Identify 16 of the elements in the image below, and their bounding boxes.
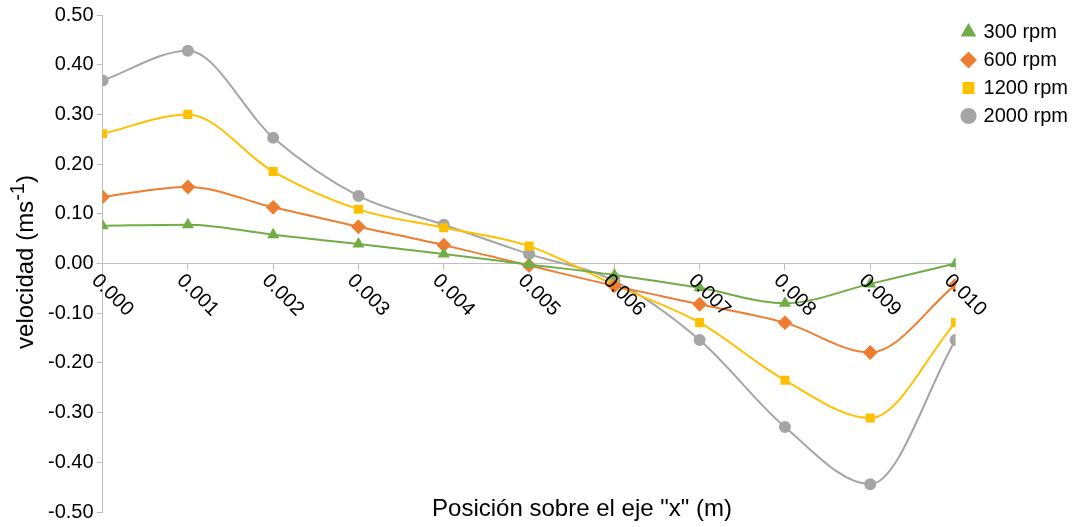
y-tick-label: -0.40 [47, 449, 94, 472]
x-axis-title: Posición sobre el eje "x" (m) [432, 494, 732, 522]
y-tick-label: 0.20 [54, 151, 94, 174]
y-tick-label: -0.50 [47, 499, 94, 522]
y-tick-label: -0.30 [47, 400, 94, 423]
y-tick-label: 0.10 [54, 201, 94, 224]
legend-label: 1200 rpm [983, 75, 1069, 98]
y-tick-label: 0.50 [54, 2, 94, 25]
y-tick-label: -0.10 [47, 300, 94, 323]
legend-label: 2000 rpm [983, 103, 1069, 126]
y-tick-label: 0.40 [54, 52, 94, 75]
y-tick-label: 0.30 [54, 101, 94, 124]
y-tick-label: 0.00 [54, 251, 94, 274]
y-tick-label: -0.20 [47, 350, 94, 373]
legend-label: 600 rpm [983, 47, 1057, 70]
legend-label: 300 rpm [983, 19, 1057, 42]
